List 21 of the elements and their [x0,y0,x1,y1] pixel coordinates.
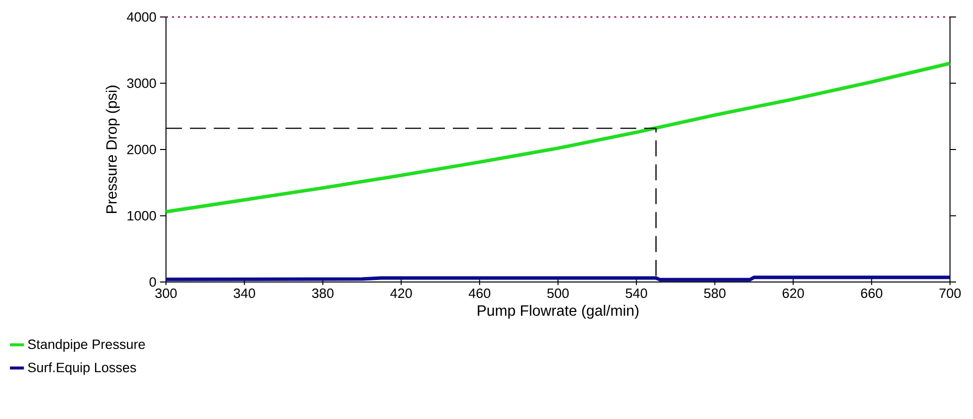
x-tick-label: 380 [312,288,334,298]
x-tick-label: 580 [704,288,726,298]
x-tick-label: 340 [234,288,256,298]
x-tick-label: 300 [155,288,177,298]
x-tick-label: 620 [782,288,804,298]
x-tick-label: 700 [939,288,961,298]
line-series [164,62,952,214]
y-tick-label: 3000 [127,78,156,88]
y-axis-title: Pressure Drop (psi) [106,86,120,214]
y-tick-label: 0 [150,277,156,287]
x-tick-label: 540 [626,288,648,298]
y-tick-label: 4000 [126,12,156,22]
x-axis-title: Pump Flowrate (gal/min) [478,304,638,319]
x-tick-label: 420 [390,288,412,298]
legend-label: Standpipe Pressure [28,339,145,352]
y-tick-label: 2000 [127,144,156,154]
legend-label: Surf.Equip Losses [28,362,136,375]
x-tick-label: 500 [547,288,569,298]
x-tick-label: 660 [861,288,882,298]
x-tick-label: 460 [468,288,490,298]
y-tick-label: 1000 [128,210,156,221]
